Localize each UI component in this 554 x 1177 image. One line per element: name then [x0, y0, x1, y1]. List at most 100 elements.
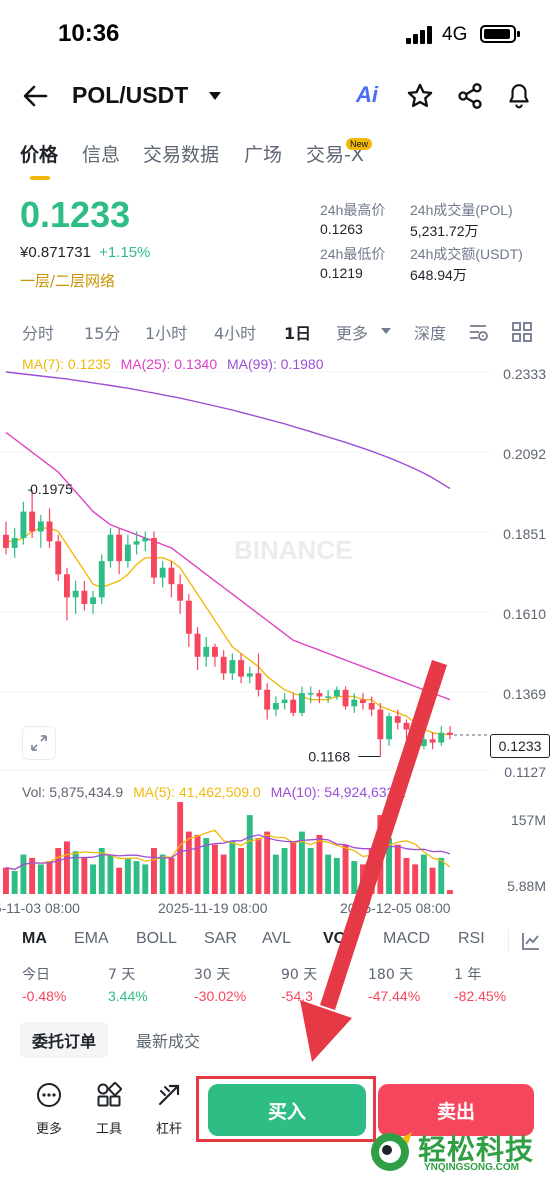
volume-bar: [133, 861, 140, 894]
indicator-avl[interactable]: AVL: [262, 930, 292, 947]
interval-1d[interactable]: 1日: [284, 324, 312, 343]
candle-body: [246, 673, 253, 677]
indicator-rsi[interactable]: RSI: [458, 930, 485, 947]
candle-body: [142, 538, 149, 542]
interval-more[interactable]: 更多: [336, 324, 369, 343]
volume-bar: [37, 864, 44, 894]
perf-label: 1 年: [454, 967, 482, 983]
candle-body: [394, 716, 401, 723]
perf-value: -30.02%: [194, 988, 247, 1004]
y-tick-label: 0.1610: [503, 606, 546, 622]
candle-body: [447, 732, 453, 735]
high-label: 24h最高价: [320, 202, 386, 218]
perf-value: -0.48%: [22, 988, 67, 1004]
x-tick-label: 25-11-03 08:00: [0, 900, 80, 916]
ma-legend: MA(7): 0.1235 MA(25): 0.1340 MA(99): 0.1…: [22, 356, 324, 372]
tab-price[interactable]: 价格: [20, 144, 59, 166]
candle-body: [420, 739, 427, 746]
indicator-ma[interactable]: MA: [22, 930, 47, 947]
candle-body: [20, 511, 27, 538]
perf-value: -54.3: [281, 988, 313, 1004]
indicator-boll[interactable]: BOLL: [136, 930, 177, 947]
volume-bar: [394, 844, 401, 894]
perf-label: 7 天: [108, 967, 136, 983]
tab-open-orders[interactable]: 委托订单: [20, 1022, 109, 1058]
tool-tools[interactable]: 工具: [85, 1082, 133, 1137]
indicator-settings-icon[interactable]: [467, 321, 489, 343]
candle-body: [229, 660, 236, 674]
candle-body: [307, 693, 314, 695]
category-tag[interactable]: 一层/二层网络: [20, 272, 116, 290]
interval-depth[interactable]: 深度: [414, 324, 447, 343]
candle-body: [281, 699, 288, 703]
tab-latest-trades[interactable]: 最新成交: [136, 1032, 201, 1051]
low-annotation: 0.1168: [308, 748, 350, 764]
tool-more[interactable]: 更多: [25, 1082, 73, 1137]
volume-bar: [290, 841, 297, 894]
volume-bar: [81, 857, 88, 894]
candle-body: [55, 541, 62, 575]
interval-timeline[interactable]: 分时: [22, 324, 55, 343]
y-tick-label: 0.2333: [503, 366, 546, 382]
candle-body: [177, 584, 184, 601]
volume-bar: [447, 890, 453, 894]
tool-more-label: 更多: [35, 1122, 62, 1137]
layout-grid-icon[interactable]: [511, 321, 533, 343]
battery-icon: [480, 25, 520, 43]
tab-square[interactable]: 广场: [244, 144, 283, 166]
last-price: 0.1233: [20, 194, 131, 235]
interval-4h[interactable]: 4小时: [214, 324, 257, 343]
vol-pol-label: 24h成交量(POL): [410, 202, 513, 218]
status-time: 10:36: [58, 20, 120, 47]
volume-bar: [429, 867, 436, 894]
tool-leverage[interactable]: 杠杆: [145, 1082, 193, 1137]
site-url: YNQINGSONG.COM: [424, 1162, 520, 1173]
candle-body: [194, 633, 201, 657]
tab-info[interactable]: 信息: [82, 144, 121, 166]
fullscreen-icon[interactable]: [22, 726, 56, 760]
volume-bar: [116, 867, 123, 894]
bell-icon[interactable]: [506, 82, 532, 110]
vol-ma5-line: [5, 829, 451, 871]
perf-label: 90 天: [281, 967, 318, 983]
candle-body: [124, 544, 131, 562]
buy-button[interactable]: 买入: [208, 1084, 366, 1136]
volume-bar: [333, 857, 340, 894]
pair-title[interactable]: POL/USDT: [72, 82, 189, 108]
sell-button[interactable]: 卖出: [378, 1084, 534, 1136]
indicator-macd[interactable]: MACD: [383, 930, 431, 947]
tab-trading-data[interactable]: 交易数据: [143, 144, 220, 166]
candle-body: [98, 561, 105, 598]
candle-body: [46, 521, 53, 542]
volume-bar: [299, 831, 305, 894]
volume-bar: [438, 857, 445, 894]
candle-body: [386, 716, 392, 740]
indicator-sar[interactable]: SAR: [204, 930, 237, 947]
candle-body: [412, 729, 419, 746]
volume-bar: [325, 854, 332, 894]
volume-bar: [3, 867, 9, 894]
vol-pol-value: 5,231.72万: [410, 223, 479, 239]
interval-1h[interactable]: 1小时: [145, 324, 188, 343]
site-watermark: 轻松科技 YNQINGSONG.COM: [368, 1128, 554, 1177]
volume-bar: [307, 848, 314, 894]
candle-body: [351, 699, 358, 707]
candle-body: [325, 696, 332, 698]
candlestick-chart[interactable]: BINANCE 0.1975 0.1168: [0, 350, 554, 895]
share-icon[interactable]: [456, 82, 484, 110]
candle-body: [220, 656, 227, 674]
vol-value: Vol: 5,875,434.9: [22, 784, 124, 800]
more-dots-icon: [37, 1083, 61, 1107]
indicator-vol[interactable]: VOL: [323, 930, 356, 947]
indicator-chart-icon[interactable]: [520, 930, 542, 952]
candle-body: [255, 673, 262, 690]
caret-down-icon[interactable]: [207, 90, 223, 102]
candle-body: [90, 597, 96, 604]
star-icon[interactable]: [406, 82, 434, 110]
interval-15m[interactable]: 15分: [84, 324, 121, 343]
indicator-ema[interactable]: EMA: [74, 930, 109, 947]
back-arrow-icon[interactable]: [22, 84, 50, 108]
high-value: 0.1263: [320, 221, 363, 237]
ai-icon[interactable]: Ai: [356, 82, 378, 107]
tools-grid-icon: [97, 1082, 122, 1107]
